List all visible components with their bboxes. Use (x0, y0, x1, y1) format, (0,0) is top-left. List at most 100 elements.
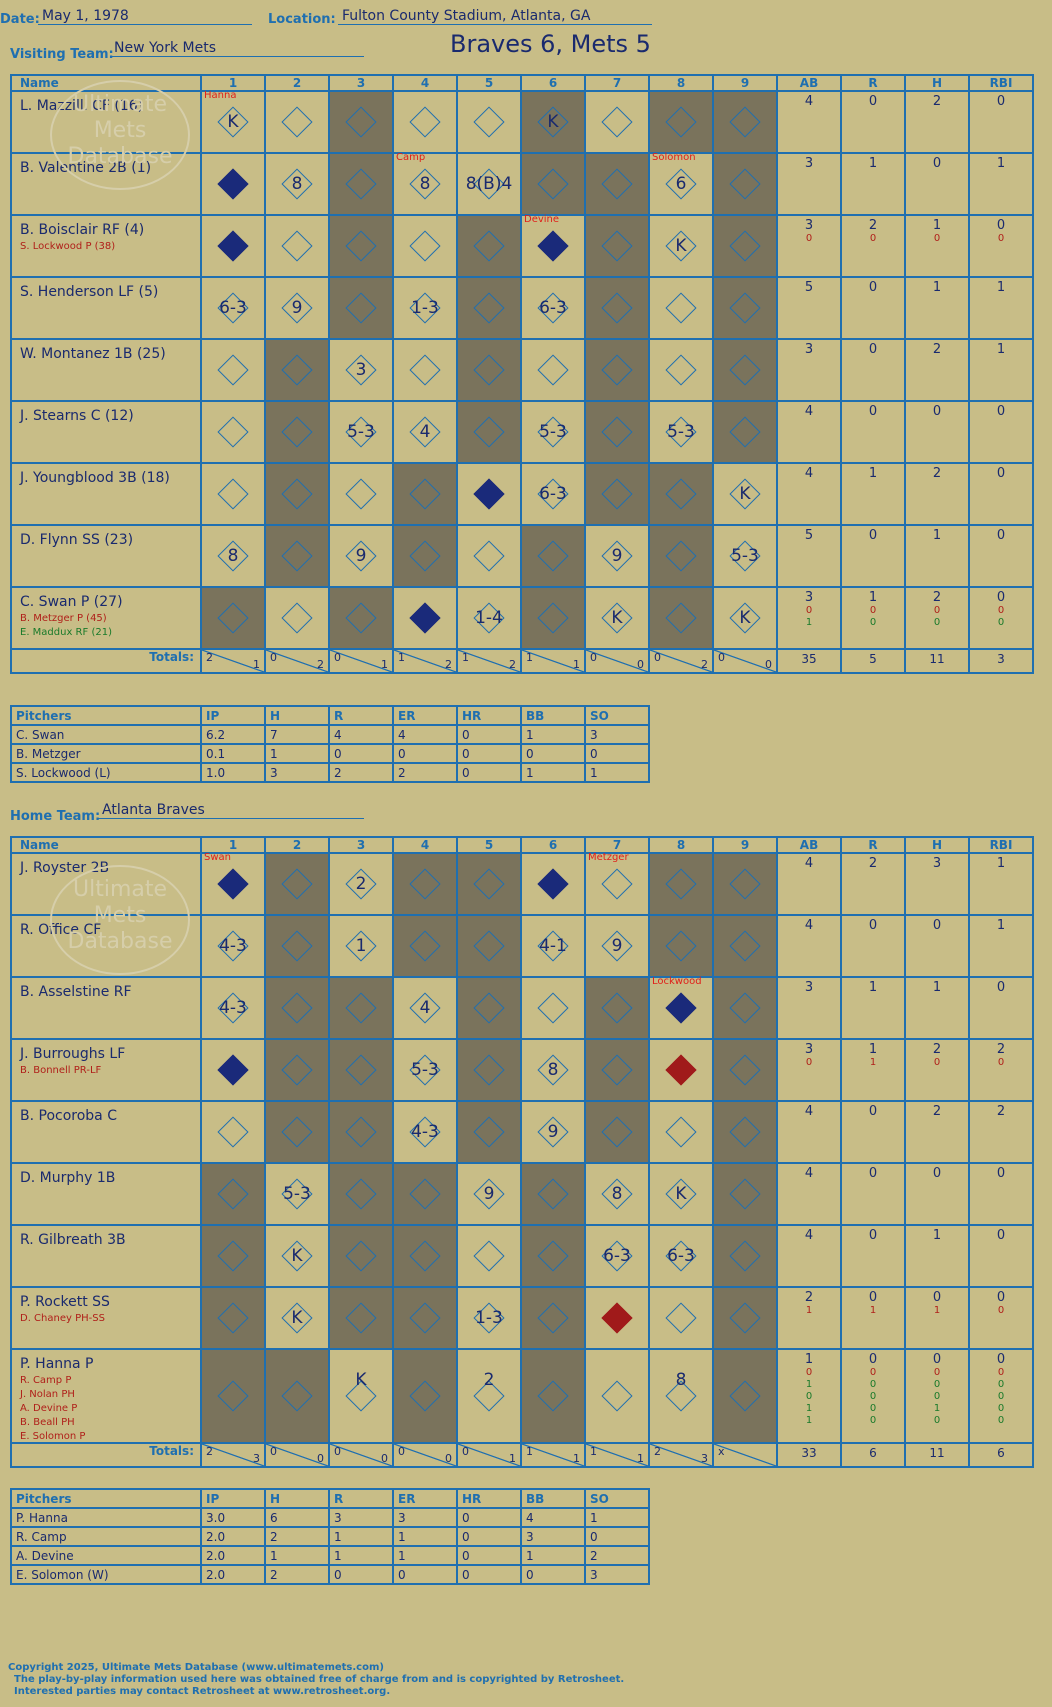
totals-label: Totals: (10, 1442, 202, 1468)
stat-r: 0 (840, 90, 906, 154)
base-diamond (537, 868, 569, 900)
play-cell (648, 462, 714, 526)
play-cell (648, 338, 714, 402)
stat-ab: 5 (776, 276, 842, 340)
stat-ab: 4 (776, 462, 842, 526)
stat-ab: 4 (776, 90, 842, 154)
play-cell: 9 (584, 524, 650, 588)
stat-h: 2 (904, 462, 970, 526)
play-cell (264, 1038, 330, 1102)
base-diamond (665, 602, 697, 634)
pitcher-column-header: HR (456, 1488, 522, 1509)
batter-row: J. Royster 2B Swan 2 Metzger 4 2 3 1 (10, 852, 1034, 916)
play-cell (648, 1286, 714, 1350)
base-diamond (665, 992, 697, 1024)
pitcher-stat: 0 (456, 1526, 522, 1547)
pitcher-stat: 0 (328, 1564, 394, 1585)
stat-value: 3 (804, 1042, 814, 1057)
play-result: 3 (355, 360, 367, 380)
pitcher-stat: 6.2 (200, 724, 266, 745)
pitcher-stat: 1 (584, 1507, 650, 1528)
stat-rbi: 0 (968, 524, 1034, 588)
stat-rbi: 1 (968, 338, 1034, 402)
batter-row: W. Montanez 1B (25) 3 3 0 2 1 (10, 338, 1034, 402)
base-diamond (601, 416, 633, 448)
play-cell (200, 586, 266, 650)
play-cell (200, 1286, 266, 1350)
play-cell (328, 586, 394, 650)
base-diamond (473, 1240, 505, 1272)
play-cell: 4 (392, 400, 458, 464)
base-diamond (217, 1240, 249, 1272)
pitcher-stat: 3 (520, 1526, 586, 1547)
base-diamond (473, 540, 505, 572)
totals-row: Totals: 2 1 0 2 0 1 1 2 1 2 1 1 0 0 0 2 0 0 35 5 11 3 (10, 648, 1034, 674)
stat-value: 1 (868, 156, 878, 171)
play-cell (328, 1100, 394, 1164)
stat-rbi: 0 (968, 90, 1034, 154)
inning-runs: 2 (206, 651, 213, 664)
home-pitchers-table: Pitchers IP H R ER HR BB SO P. Hanna 3.0 6 3 3 0 4 1 R. … (10, 1488, 650, 1585)
play-result: 8 (291, 174, 303, 194)
batter-name: J. Burroughs LF B. Bonnell PR-LF (10, 1038, 202, 1102)
play-cell (712, 338, 778, 402)
base-diamond (217, 1178, 249, 1210)
inning-runs: 0 (462, 1445, 469, 1458)
base-diamond (345, 1240, 377, 1272)
base-diamond (281, 540, 313, 572)
inning-hits: 0 (637, 658, 644, 671)
base-diamond (729, 1240, 761, 1272)
stat-value: 1 (996, 918, 1006, 933)
play-cell: 9 (520, 1100, 586, 1164)
inning-hits: 2 (701, 658, 708, 671)
stat-value: 3 (804, 980, 814, 995)
inning-runs: 0 (334, 1445, 341, 1458)
batter-name-text: B. Pocoroba C (20, 1108, 117, 1124)
column-header: RBI (968, 836, 1034, 854)
pitcher-column-header: BB (520, 705, 586, 726)
batter-row: P. Rockett SS D. Chaney PH-SS K 1-3 2 1 0 1 0 1 0 0 (10, 1286, 1034, 1350)
pitcher-change-note: Swan (204, 852, 231, 863)
base-diamond (601, 1054, 633, 1086)
stat-h: 0 (904, 152, 970, 216)
stat-value: 0 (996, 590, 1006, 605)
base-diamond (281, 416, 313, 448)
play-cell (392, 1224, 458, 1288)
play-cell: 5-3 (648, 400, 714, 464)
substitute-stat: 1 (933, 1305, 941, 1316)
stat-value: 0 (996, 404, 1006, 419)
substitute-stat: 0 (933, 233, 941, 244)
inning-total: x (712, 1442, 778, 1468)
base-diamond (601, 106, 633, 138)
pitcher-row: E. Solomon (W) 2.0 2 0 0 0 0 3 (10, 1564, 650, 1585)
play-cell (456, 1224, 522, 1288)
home-team-name: Atlanta Braves (98, 802, 364, 819)
stat-rbi: 0 (968, 1162, 1034, 1226)
substitute-stat: 0 (997, 233, 1005, 244)
inning-runs: 2 (654, 1445, 661, 1458)
stat-value: 2 (868, 218, 878, 233)
pitcher-stat: 0 (328, 743, 394, 764)
substitute-name: E. Solomon P (20, 1431, 86, 1442)
batter-row: S. Henderson LF (5) 6-3 9 1-3 6-3 5 0 1 1 (10, 276, 1034, 340)
play-cell (520, 338, 586, 402)
stat-h: 3 (904, 852, 970, 916)
batter-name: C. Swan P (27) B. Metzger P (45) E. Maddux… (10, 586, 202, 650)
play-cell (264, 1348, 330, 1444)
play-cell (328, 152, 394, 216)
play-result: K (739, 608, 751, 628)
play-cell (712, 276, 778, 340)
base-diamond (409, 930, 441, 962)
batter-name: B. Pocoroba C (10, 1100, 202, 1164)
inning-hits: 0 (381, 1452, 388, 1465)
play-cell (200, 1100, 266, 1164)
substitute-name: E. Maddux RF (21) (20, 627, 112, 638)
inning-runs: 1 (398, 651, 405, 664)
play-cell: 8 (648, 1348, 714, 1444)
substitute-stat: 0 (805, 233, 813, 244)
stat-h: 0 (904, 400, 970, 464)
play-result: 8(B)4 (465, 174, 513, 194)
base-diamond (217, 416, 249, 448)
